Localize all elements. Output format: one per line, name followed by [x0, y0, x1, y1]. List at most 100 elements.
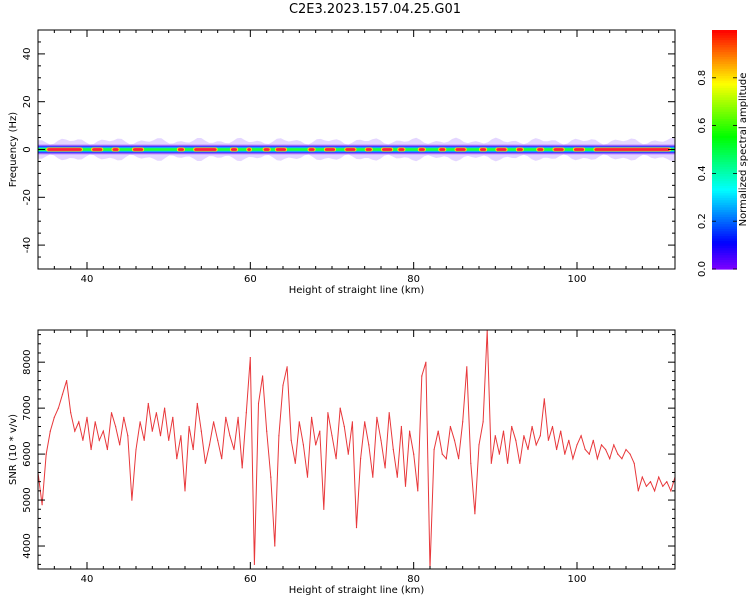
- snr-point: [176, 458, 178, 460]
- colorbar-cell: [712, 257, 737, 261]
- snr-point: [360, 458, 362, 460]
- snr-point: [596, 458, 599, 460]
- colorbar-cell: [712, 163, 737, 167]
- y-tick-label: 7000: [22, 395, 33, 420]
- colorbar-cell: [712, 171, 737, 174]
- snr-point: [568, 439, 570, 441]
- x-tick-label: 60: [244, 574, 257, 585]
- snr-point: [192, 448, 194, 451]
- snr-point: [343, 425, 345, 428]
- snr-point: [57, 407, 60, 409]
- snr-point: [45, 453, 47, 455]
- colorbar-cell: [712, 151, 737, 155]
- snr-point: [351, 421, 353, 423]
- snr-point: [490, 462, 492, 464]
- snr-point: [576, 444, 578, 446]
- snr-point: [649, 481, 652, 483]
- heatmap-peak-segment: [398, 148, 405, 151]
- x-tick-label: 80: [407, 274, 420, 285]
- colorbar-cell: [712, 216, 737, 220]
- snr-point: [482, 421, 484, 423]
- colorbar-cell: [712, 77, 737, 81]
- snr-point: [302, 444, 304, 446]
- snr-point: [127, 435, 129, 437]
- y-axis-label: Frequency (Hz): [8, 112, 19, 188]
- heatmap-peak-segment: [537, 148, 544, 151]
- colorbar-cell: [712, 39, 737, 43]
- snr-point: [535, 444, 537, 446]
- colorbar-cell: [712, 61, 737, 65]
- colorbar-cell: [712, 182, 737, 186]
- colorbar-cell: [712, 46, 737, 50]
- heatmap-peak-segment: [573, 148, 585, 151]
- snr-point: [466, 366, 468, 368]
- y-tick-label: 40: [22, 48, 33, 61]
- snr-point: [421, 375, 423, 377]
- snr-point: [458, 458, 460, 460]
- colorbar-cell: [712, 149, 737, 153]
- snr-point: [372, 476, 374, 478]
- y-tick-label: 6000: [22, 441, 33, 466]
- snr-point: [564, 453, 566, 455]
- x-tick-label: 40: [81, 574, 94, 585]
- snr-point: [90, 448, 92, 451]
- snr-point: [274, 545, 276, 547]
- colorbar-cell: [712, 65, 737, 69]
- colorbar-cell: [712, 82, 737, 86]
- colorbar-cell: [712, 235, 737, 239]
- colorbar-cell: [712, 142, 737, 146]
- y-tick-label: 4000: [22, 533, 33, 558]
- colorbar-cell: [712, 89, 737, 93]
- snr-point: [592, 439, 594, 441]
- snr-point: [470, 462, 472, 464]
- heatmap-peak-segment: [263, 148, 270, 151]
- heatmap-peak-segment: [594, 148, 670, 151]
- colorbar-cell: [712, 175, 737, 179]
- snr-point: [106, 448, 108, 451]
- snr-point: [645, 485, 648, 487]
- colorbar-cell: [712, 58, 737, 62]
- snr-point: [41, 504, 43, 506]
- heatmap-peak-segment: [308, 148, 315, 151]
- colorbar-cell: [712, 261, 737, 265]
- y-tick-label: -40: [22, 237, 33, 253]
- colorbar-cell: [712, 223, 737, 227]
- heatmap-peak-segment: [418, 148, 425, 151]
- snr-point: [249, 357, 251, 359]
- colorbar-cell: [712, 106, 737, 110]
- snr-point: [376, 416, 378, 418]
- snr-point: [66, 380, 68, 382]
- heatmap-peak-segment: [516, 148, 523, 151]
- snr-point: [237, 416, 239, 418]
- snr-point: [172, 416, 174, 418]
- colorbar-cell: [712, 73, 737, 77]
- colorbar-cell: [712, 194, 737, 198]
- snr-point: [539, 435, 541, 437]
- colorbar-cell: [712, 30, 737, 33]
- snr-point: [498, 453, 500, 455]
- colorbar-cell: [712, 70, 737, 74]
- snr-point: [572, 458, 574, 460]
- snr-point: [323, 508, 325, 510]
- colorbar-cell: [712, 221, 737, 225]
- heatmap-peak-segment: [194, 148, 217, 151]
- x-tick-label: 60: [244, 274, 257, 285]
- snr-point: [654, 490, 656, 492]
- heatmap-peak-segment: [92, 148, 103, 151]
- snr-point: [384, 467, 386, 469]
- colorbar-cell: [712, 211, 737, 215]
- colorbar-cell: [712, 144, 737, 148]
- heatmap-peak-segment: [496, 148, 507, 151]
- colorbar-cell: [712, 111, 737, 115]
- colorbar-cell: [712, 247, 737, 251]
- colorbar-cell: [712, 180, 737, 184]
- colorbar-tick-label: 0.4: [697, 165, 708, 181]
- colorbar-cell: [712, 135, 737, 139]
- snr-point: [147, 402, 149, 405]
- snr-point: [641, 476, 643, 478]
- snr-point: [233, 448, 235, 451]
- heatmap-peak-segment: [112, 148, 119, 151]
- colorbar-cell: [712, 104, 737, 108]
- heatmap-peak-segment: [455, 148, 466, 151]
- colorbar-cell: [712, 120, 737, 124]
